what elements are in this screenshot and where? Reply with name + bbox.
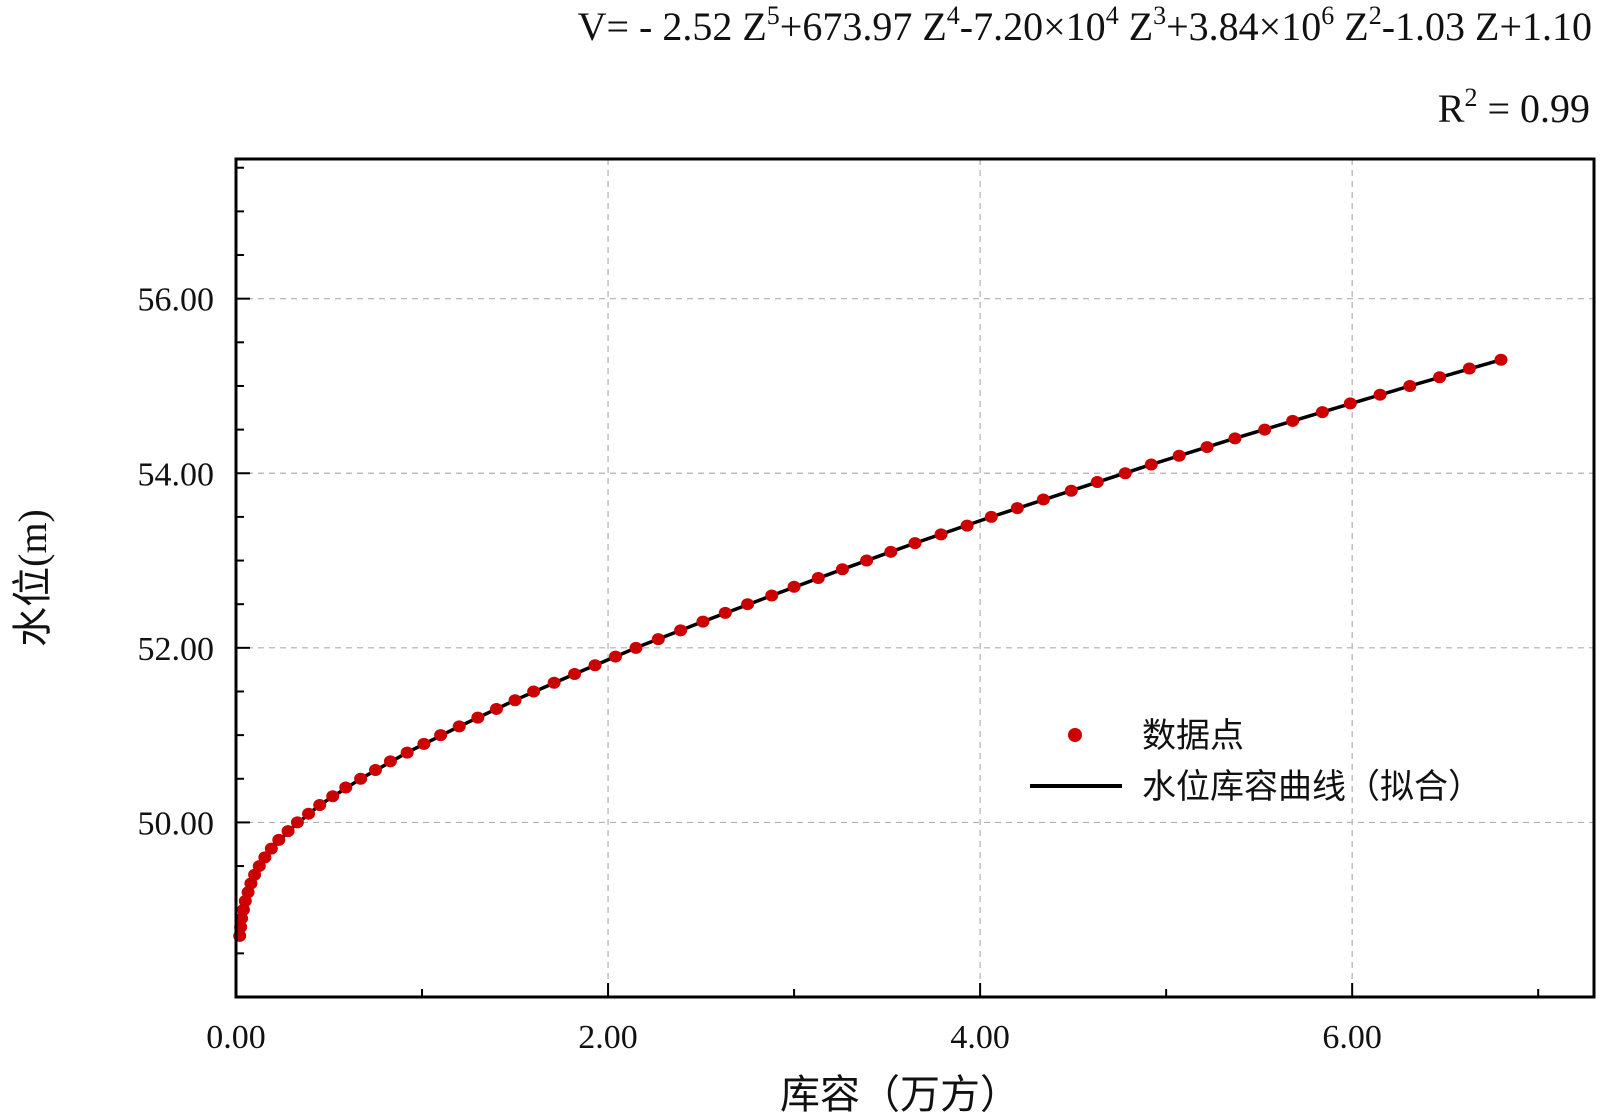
data-point	[1090, 475, 1104, 488]
y-tick-label: 54.00	[138, 456, 215, 493]
data-point	[252, 860, 266, 873]
data-point	[884, 545, 898, 558]
data-point	[787, 580, 801, 593]
data-point	[1315, 406, 1329, 419]
data-point	[1343, 397, 1357, 410]
data-point	[608, 650, 622, 663]
data-point	[354, 772, 368, 785]
data-point	[1373, 388, 1387, 401]
r-squared: R2 = 0.99	[1438, 83, 1590, 131]
x-tick-label: 0.00	[206, 1019, 266, 1056]
x-tick-label: 2.00	[578, 1019, 638, 1056]
legend: 数据点 水位库容曲线（拟合）	[1030, 717, 1482, 806]
legend-marker-points	[1068, 728, 1082, 742]
data-point	[326, 790, 340, 803]
data-point	[339, 781, 353, 794]
regression-equation: V= - 2.52 Z5+673.97 Z4-7.20×104 Z3+3.84×…	[578, 1, 1592, 49]
x-axis-title: 库容（万方）	[780, 1072, 1020, 1117]
y-tick-label: 56.00	[138, 282, 215, 319]
data-point	[281, 825, 295, 838]
data-point	[811, 572, 825, 584]
data-point	[1144, 458, 1158, 471]
x-tick-label: 4.00	[950, 1019, 1010, 1056]
data-point	[434, 729, 448, 742]
tick-labels: 0.00 2.00 4.00 6.00 50.00 52.00 54.00 56.00	[138, 282, 1382, 1056]
legend-label-line: 水位库容曲线（拟合）	[1142, 768, 1482, 806]
data-points-layer	[233, 353, 1508, 942]
data-point	[588, 659, 602, 672]
legend-label-points: 数据点	[1142, 717, 1244, 755]
data-point	[1494, 353, 1508, 366]
data-point	[1200, 441, 1214, 454]
data-point	[960, 519, 974, 532]
y-tick-label: 50.00	[138, 805, 215, 842]
x-tick-label: 6.00	[1322, 1019, 1382, 1056]
data-point	[696, 615, 710, 628]
axis-ticks	[235, 166, 1540, 997]
data-point	[383, 755, 397, 768]
data-point	[313, 798, 327, 811]
data-point	[471, 711, 485, 724]
data-point	[934, 528, 948, 541]
data-point	[1258, 423, 1272, 436]
data-point	[452, 720, 466, 733]
data-point	[547, 676, 561, 689]
data-point	[400, 746, 414, 759]
data-point	[629, 641, 643, 654]
data-point	[272, 833, 286, 846]
data-point	[674, 624, 688, 637]
data-point	[290, 816, 304, 829]
grid	[235, 159, 1594, 997]
data-point	[568, 668, 582, 681]
data-point	[1433, 371, 1447, 384]
data-point	[835, 563, 849, 576]
data-point	[302, 807, 316, 820]
data-point	[489, 702, 503, 715]
data-point	[417, 737, 431, 750]
data-point	[1118, 467, 1132, 480]
data-point	[1403, 379, 1417, 392]
data-point	[765, 589, 779, 602]
data-point	[1462, 362, 1476, 375]
data-point	[984, 510, 998, 523]
y-axis-title: 水位(m)	[10, 509, 55, 647]
data-point	[651, 633, 665, 646]
y-tick-label: 52.00	[138, 631, 215, 668]
data-point	[1064, 484, 1078, 497]
data-point	[264, 842, 278, 855]
data-point	[1228, 432, 1242, 445]
data-point	[1010, 502, 1024, 515]
data-point	[258, 851, 272, 864]
data-point	[1036, 493, 1050, 506]
data-point	[369, 764, 383, 777]
data-point	[718, 606, 732, 619]
plot-frame	[234, 157, 1596, 999]
data-point	[860, 554, 874, 567]
data-point	[908, 537, 922, 550]
data-point	[508, 694, 522, 707]
data-point	[1172, 449, 1186, 462]
data-point	[741, 598, 755, 611]
data-point	[1286, 414, 1300, 427]
data-point	[527, 685, 541, 698]
